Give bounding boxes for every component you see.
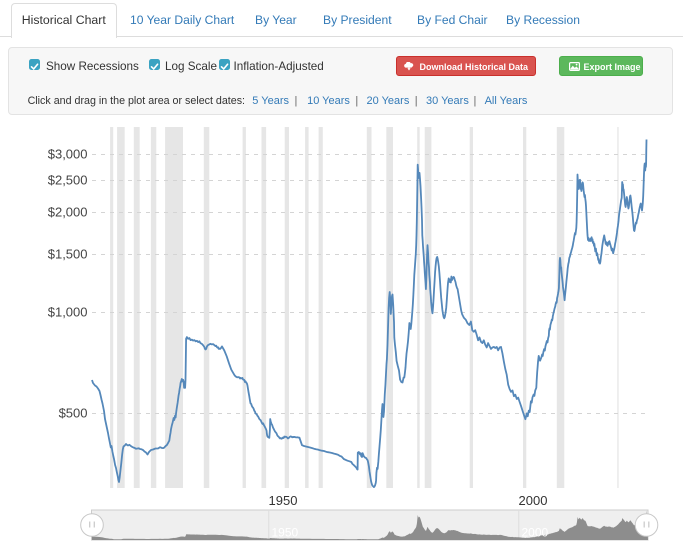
svg-text:2000: 2000: [519, 493, 548, 508]
svg-text:1950: 1950: [269, 493, 298, 508]
svg-text:$1,000: $1,000: [48, 305, 88, 320]
svg-text:$500: $500: [59, 406, 88, 421]
svg-text:$1,500: $1,500: [48, 247, 88, 262]
svg-text:$3,000: $3,000: [48, 147, 88, 162]
svg-text:$2,500: $2,500: [48, 173, 88, 188]
svg-text:2000: 2000: [522, 526, 549, 540]
svg-text:$2,000: $2,000: [48, 205, 88, 220]
svg-text:1950: 1950: [272, 526, 299, 540]
